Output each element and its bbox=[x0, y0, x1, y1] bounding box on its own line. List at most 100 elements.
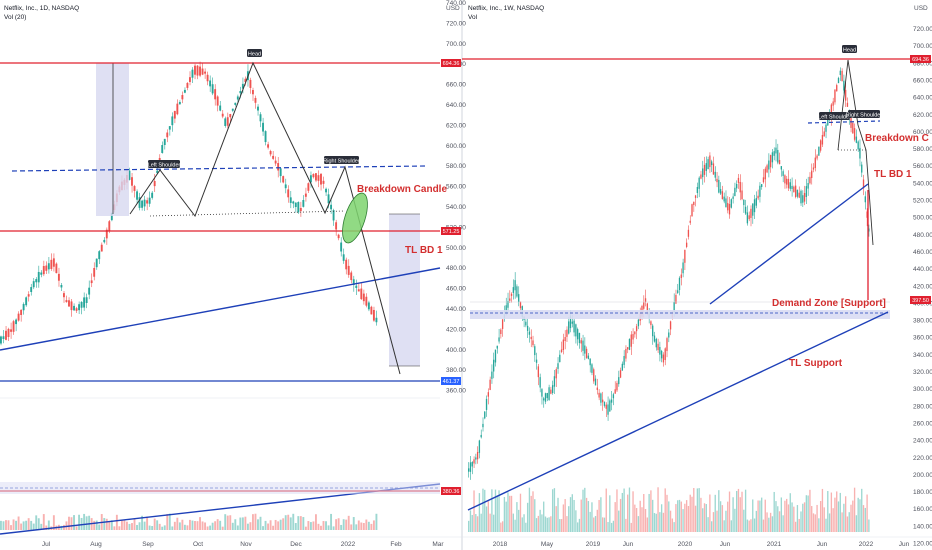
left-candle bbox=[156, 170, 159, 174]
left-candle bbox=[57, 273, 60, 281]
left-volume-bar bbox=[320, 525, 322, 530]
left-candle bbox=[365, 296, 368, 306]
right-candle bbox=[650, 321, 652, 326]
right-candle bbox=[807, 183, 809, 189]
left-candle bbox=[206, 74, 209, 82]
left-candle bbox=[136, 191, 138, 200]
left-candle bbox=[216, 96, 219, 106]
left-volume-bar bbox=[151, 526, 154, 530]
right-ytick: 580.00 bbox=[913, 146, 932, 153]
left-candle bbox=[320, 173, 322, 185]
right-ytick: 700.00 bbox=[913, 43, 932, 50]
left-candle bbox=[5, 330, 7, 340]
right-volume-bar bbox=[535, 518, 538, 532]
right-candle bbox=[628, 339, 631, 350]
right-xtick: 2020 bbox=[678, 541, 693, 548]
left-volume-bar bbox=[141, 515, 144, 530]
left-candle bbox=[292, 201, 295, 204]
right-volume-bar bbox=[523, 514, 525, 532]
right-volume-bar bbox=[468, 520, 470, 532]
right-volume-bar bbox=[764, 499, 766, 532]
right-candle bbox=[569, 315, 572, 329]
right-volume-bar bbox=[618, 510, 620, 532]
left-ytick: 640.00 bbox=[446, 102, 466, 109]
left-candle bbox=[178, 101, 181, 105]
right-volume-bar bbox=[837, 501, 840, 532]
left-candle bbox=[168, 126, 171, 130]
right-volume-bar bbox=[675, 504, 677, 532]
left-volume-bar bbox=[289, 517, 292, 530]
left-volume-bar bbox=[10, 525, 12, 530]
left-candle bbox=[355, 285, 358, 288]
left-volume-bar bbox=[327, 525, 330, 530]
left-volume-bar bbox=[37, 518, 40, 530]
right-candle bbox=[757, 195, 759, 199]
left-candle bbox=[229, 114, 232, 118]
left-candle bbox=[352, 279, 355, 285]
left-candle bbox=[340, 242, 343, 252]
left-volume-bar bbox=[196, 521, 199, 530]
left-candle bbox=[345, 259, 348, 270]
right-candle bbox=[487, 392, 489, 397]
left-volume-bar bbox=[262, 526, 264, 530]
right-volume-bar bbox=[496, 495, 498, 532]
right-volume-bar bbox=[607, 522, 609, 532]
left-candle bbox=[309, 175, 312, 183]
right-volume-bar bbox=[673, 522, 675, 532]
right-volume-bar bbox=[689, 494, 691, 532]
right-currency: USD bbox=[914, 5, 928, 12]
left-candle bbox=[191, 69, 194, 78]
right-candle bbox=[768, 160, 770, 170]
right-candle bbox=[494, 349, 497, 363]
right-candle bbox=[609, 400, 611, 412]
right-volume-bar bbox=[569, 497, 572, 532]
right-candle bbox=[748, 215, 750, 220]
right-volume-bar bbox=[718, 490, 720, 532]
right-xtick: 2021 bbox=[767, 541, 782, 548]
left-candle bbox=[372, 309, 375, 321]
right-ytick: 540.00 bbox=[913, 180, 932, 187]
right-volume-bar bbox=[707, 517, 709, 532]
left-volume-bar bbox=[75, 526, 78, 530]
right-candle bbox=[793, 186, 795, 193]
left-right-shoulder-label: Right Shoulder bbox=[323, 158, 360, 164]
left-candle bbox=[131, 177, 133, 186]
right-volume-bar bbox=[562, 504, 565, 532]
right-volume-bar bbox=[805, 495, 808, 532]
right-volume-bar bbox=[539, 509, 541, 532]
left-volume-bar bbox=[148, 525, 151, 530]
right-volume-bar bbox=[800, 511, 802, 532]
left-volume-bar bbox=[27, 518, 30, 530]
left-candle bbox=[284, 184, 287, 189]
right-volume-bar bbox=[812, 513, 815, 532]
right-volume-bar bbox=[734, 508, 736, 532]
left-candle bbox=[360, 288, 363, 300]
left-trendline bbox=[0, 267, 441, 351]
right-volume-bar bbox=[705, 504, 707, 532]
left-volume-bar bbox=[292, 513, 295, 530]
left-volume-bar bbox=[224, 514, 227, 530]
right-volume-bar bbox=[596, 509, 598, 532]
right-candle bbox=[512, 287, 515, 293]
right-ytick: 680.00 bbox=[913, 60, 932, 67]
right-candle bbox=[744, 206, 747, 214]
left-candle bbox=[287, 189, 290, 198]
left-candle bbox=[2, 336, 5, 340]
left-volume-bar bbox=[317, 523, 320, 530]
left-volume-bar bbox=[158, 523, 161, 530]
right-volume-bar bbox=[716, 510, 718, 532]
right-volume-bar bbox=[864, 507, 866, 532]
right-volume-bar bbox=[564, 499, 566, 532]
left-volume-bar bbox=[345, 519, 348, 530]
right-volume-bar bbox=[848, 512, 850, 532]
left-volume-bar bbox=[156, 520, 159, 530]
right-volume-bar bbox=[512, 513, 515, 532]
left-volume-bar bbox=[2, 521, 5, 530]
right-volume-bar bbox=[510, 495, 513, 532]
left-volume-bar bbox=[360, 522, 363, 530]
right-candle bbox=[660, 350, 663, 359]
left-volume-bar bbox=[186, 525, 189, 530]
right-candle bbox=[600, 393, 602, 403]
right-candle bbox=[593, 369, 595, 382]
left-volume-bar bbox=[274, 519, 277, 530]
